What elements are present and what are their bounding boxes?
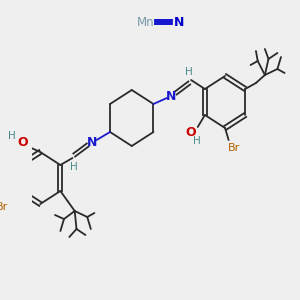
Text: O: O xyxy=(17,136,28,148)
Text: H: H xyxy=(8,131,16,141)
Text: H: H xyxy=(193,136,201,146)
Text: H: H xyxy=(185,67,193,77)
Text: H: H xyxy=(70,162,78,172)
Text: N: N xyxy=(174,16,184,28)
Text: Br: Br xyxy=(228,143,240,153)
Text: N: N xyxy=(166,89,176,103)
Text: N: N xyxy=(87,136,97,148)
Text: Mn: Mn xyxy=(137,16,155,28)
Text: Br: Br xyxy=(0,202,8,212)
Text: O: O xyxy=(185,127,196,140)
